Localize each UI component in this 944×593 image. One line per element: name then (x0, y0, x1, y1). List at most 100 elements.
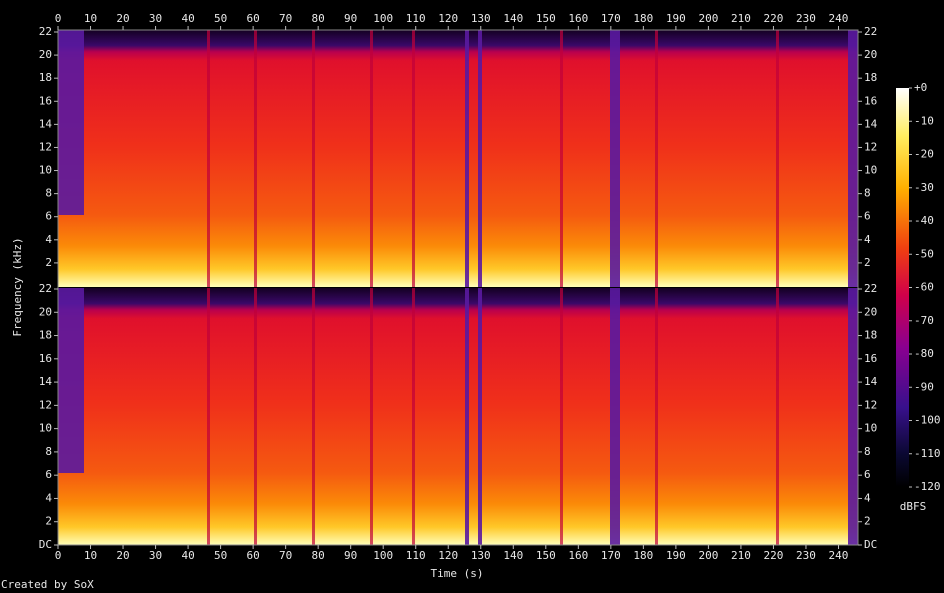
channel-2-image (58, 288, 858, 545)
x-tick-label: 210 (731, 549, 751, 562)
plot-frame (57, 29, 859, 546)
y-tick-label: 8 (45, 187, 52, 200)
x-tick-label: 20 (116, 549, 129, 562)
x-tick-label: 170 (601, 549, 621, 562)
x-tick-label: 220 (764, 549, 784, 562)
x-tick-label: 60 (246, 549, 259, 562)
x-tick-label: 180 (633, 549, 653, 562)
x-tick-label: 80 (312, 549, 325, 562)
x-tick-label: 30 (149, 12, 162, 25)
y-tick-label: 22 (864, 25, 877, 38)
x-tick-label: 70 (279, 12, 292, 25)
y-tick-label: 22 (39, 282, 52, 295)
dark-stripes (207, 30, 779, 545)
y-tick-label: 12 (39, 140, 52, 153)
x-tick-label: 30 (149, 549, 162, 562)
x-tick-label: 200 (698, 549, 718, 562)
colorbar (896, 88, 909, 487)
x-tick-label: 180 (633, 12, 653, 25)
y-axis-label: Frequency (kHz) (11, 237, 24, 336)
x-tick-label: 150 (536, 12, 556, 25)
x-tick-label: 20 (116, 12, 129, 25)
y-tick-label: 22 (864, 282, 877, 295)
y-tick-label: 22 (39, 25, 52, 38)
x-tick-label: 80 (312, 12, 325, 25)
y-tick-label: 10 (864, 422, 877, 435)
y-tick-label: 4 (45, 491, 52, 504)
y-tick-label: 10 (39, 422, 52, 435)
x-tick-label: 110 (406, 12, 426, 25)
y-tick-label: 16 (864, 352, 877, 365)
x-tick-label: 0 (55, 12, 62, 25)
y-tick-label: 14 (39, 117, 53, 130)
y-tick-label: 4 (864, 491, 871, 504)
y-tick-label: 6 (864, 210, 871, 223)
x-tick-label: 130 (471, 12, 491, 25)
y-tick-label: 6 (864, 468, 871, 481)
x-tick-label: 220 (764, 12, 784, 25)
y-tick-label: 6 (45, 468, 52, 481)
y-tick-label: 16 (864, 94, 877, 107)
y-tick-label: DC (864, 538, 877, 551)
y-tick-label: 8 (864, 445, 871, 458)
colorbar-tick-label: -70 (914, 314, 934, 327)
colorbar-tick-label: -30 (914, 181, 934, 194)
x-tick-label: 10 (84, 549, 97, 562)
x-tick-label: 110 (406, 549, 426, 562)
x-tick-label: 90 (344, 549, 357, 562)
x-tick-label: 130 (471, 549, 491, 562)
x-tick-label: 170 (601, 12, 621, 25)
y-tick-label: 20 (864, 305, 877, 318)
y-tick-label: 12 (864, 140, 877, 153)
y-tick-label: 18 (39, 71, 52, 84)
x-tick-label: 70 (279, 549, 292, 562)
y-tick-label: 8 (864, 187, 871, 200)
y-tick-label: 8 (45, 445, 52, 458)
y-tick-label: 14 (39, 375, 53, 388)
y-tick-label: 14 (864, 117, 878, 130)
x-tick-label: 160 (568, 12, 588, 25)
x-tick-label: 40 (181, 549, 194, 562)
y-tick-label: 2 (45, 256, 52, 269)
x-tick-label: 140 (503, 12, 523, 25)
y-tick-label: 20 (39, 48, 52, 61)
x-tick-label: 240 (829, 549, 849, 562)
y-tick-label: 6 (45, 210, 52, 223)
y-tick-label: 12 (39, 398, 52, 411)
x-tick-label: 190 (666, 549, 686, 562)
x-tick-label: 50 (214, 12, 227, 25)
colorbar-tick-label: -110 (914, 447, 941, 460)
x-tick-label: 120 (438, 12, 458, 25)
colorbar-tick-label: -90 (914, 380, 934, 393)
x-tick-label: 140 (503, 549, 523, 562)
x-tick-label: 120 (438, 549, 458, 562)
y-tick-label: 10 (39, 164, 52, 177)
y-tick-label: 2 (45, 515, 52, 528)
x-tick-label: 0 (55, 549, 62, 562)
spectrum-panels (57, 29, 859, 546)
colorbar-tick-label: -20 (914, 148, 934, 161)
colorbar-tick-label: -50 (914, 247, 934, 260)
colorbar-tick-label: -120 (914, 480, 941, 493)
y-tick-label: 14 (864, 375, 878, 388)
y-tick-label: 10 (864, 164, 877, 177)
channel-1-image (58, 30, 858, 287)
y-tick-label: 2 (864, 256, 871, 269)
x-tick-label: 10 (84, 12, 97, 25)
colorbar-tick-label: -40 (914, 214, 934, 227)
y-tick-label: 20 (864, 48, 877, 61)
x-tick-label: 40 (181, 12, 194, 25)
colorbar-tick-label: -60 (914, 281, 934, 294)
x-tick-label: 60 (246, 12, 259, 25)
y-tick-label: 4 (864, 233, 871, 246)
x-tick-label: 240 (829, 12, 849, 25)
y-tick-label: 12 (864, 398, 877, 411)
x-tick-label: 50 (214, 549, 227, 562)
x-tick-label: 230 (796, 12, 816, 25)
y-tick-label: DC (39, 538, 52, 551)
x-tick-label: 230 (796, 549, 816, 562)
y-tick-label: 20 (39, 305, 52, 318)
x-tick-label: 210 (731, 12, 751, 25)
y-tick-label: 18 (864, 329, 877, 342)
